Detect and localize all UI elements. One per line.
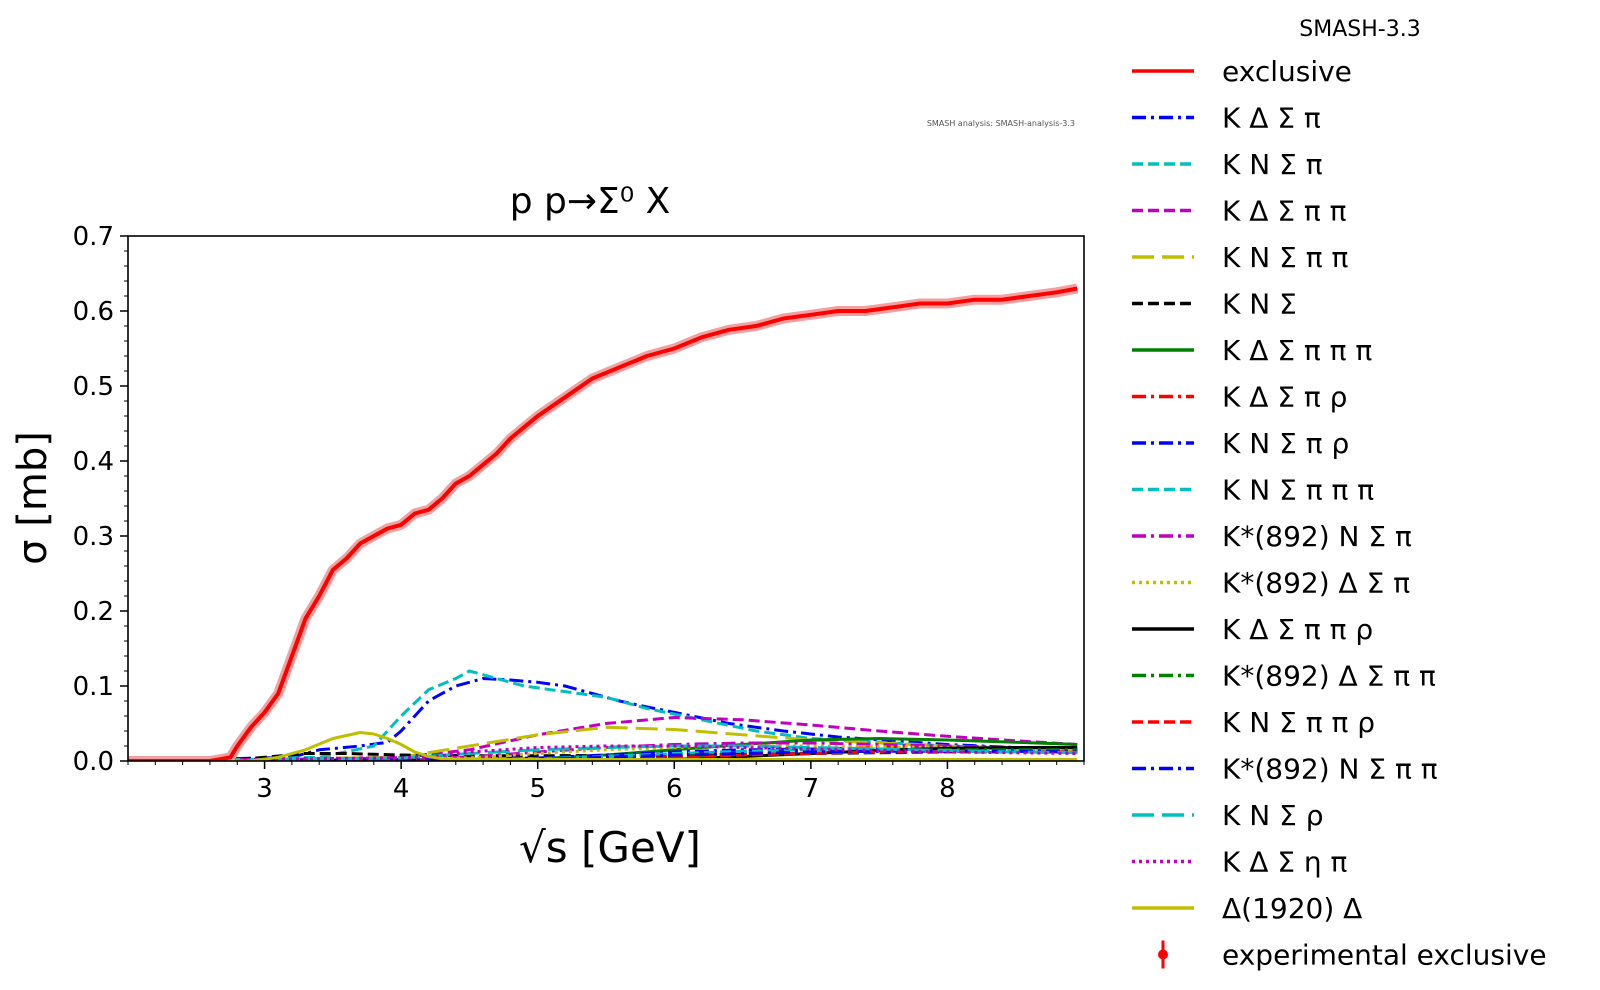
legend-label-15: K N Σ π π ρ — [1222, 706, 1375, 739]
chart-title: p p→Σ⁰ X — [510, 181, 671, 222]
x-tick-label: 4 — [393, 774, 410, 804]
x-tick-label: 3 — [256, 774, 273, 804]
legend-label-9: K N Σ π ρ — [1222, 427, 1349, 460]
legend-label-18: K Δ Σ η π — [1222, 846, 1348, 879]
y-tick-label: 0.7 — [73, 222, 114, 252]
legend-label-1: exclusive — [1222, 55, 1352, 88]
legend-label-2: K Δ Σ π — [1222, 102, 1321, 135]
plot-area — [128, 283, 1079, 761]
legend-label-13: K Δ Σ π π ρ — [1222, 613, 1373, 646]
legend-label-5: K N Σ π π — [1222, 241, 1348, 274]
y-tick-label: 0.4 — [73, 447, 114, 477]
legend-label-8: K Δ Σ π ρ — [1222, 381, 1347, 414]
legend-label-6: K N Σ — [1222, 288, 1297, 321]
series-line-1 — [128, 286, 1078, 761]
legend-point-marker — [1158, 949, 1168, 960]
legend-label-7: K Δ Σ π π π — [1222, 334, 1372, 367]
axes: 3 4 5 6 7 8 0.0 0.1 0.2 0.3 0.4 0.5 0.6 0.7 — [73, 222, 1085, 804]
y-tick-label: 0.0 — [73, 747, 114, 777]
plot-frame — [127, 235, 1085, 762]
y-tick-label: 0.6 — [73, 297, 114, 327]
x-tick-label: 8 — [939, 774, 956, 804]
legend-label-10: K N Σ π π π — [1222, 474, 1374, 507]
y-axis-label: σ [mb] — [10, 431, 56, 565]
legend-label-12: K*(892) Δ Σ π — [1222, 567, 1410, 600]
legend-label-3: K N Σ π — [1222, 148, 1323, 181]
y-tick-label: 0.2 — [73, 597, 114, 627]
series-line-19 — [128, 731, 1078, 761]
x-tick-label: 6 — [666, 774, 683, 804]
y-tick-label: 0.3 — [73, 522, 114, 552]
y-tick-label: 0.5 — [73, 372, 114, 402]
legend: exclusive K Δ Σ π K N Σ π K Δ Σ π π K N Σ π … — [1132, 55, 1547, 972]
series-line-4 — [128, 716, 1078, 761]
legend-label-16: K*(892) N Σ π π — [1222, 753, 1438, 786]
legend-label-4: K Δ Σ π π — [1222, 195, 1347, 228]
series-line-10 — [128, 747, 1078, 761]
legend-label-17: K N Σ ρ — [1222, 799, 1323, 832]
legend-label-experimental: experimental exclusive — [1222, 939, 1547, 972]
legend-label-11: K*(892) N Σ π — [1222, 520, 1412, 553]
legend-label-19: Δ(1920) Δ — [1222, 892, 1362, 925]
series-line-5 — [128, 725, 1078, 761]
legend-title: SMASH-3.3 — [1299, 17, 1420, 42]
legend-label-14: K*(892) Δ Σ π π — [1222, 660, 1436, 693]
series-line-3 — [128, 669, 1078, 761]
y-tick-label: 0.1 — [73, 672, 114, 702]
x-tick-label: 7 — [803, 774, 820, 804]
chart-watermark: SMASH analysis: SMASH-analysis-3.3 — [927, 119, 1075, 128]
x-axis-label: √s [GeV] — [519, 823, 701, 872]
series-band-exclusive — [128, 283, 1079, 761]
x-tick-label: 5 — [529, 774, 546, 804]
